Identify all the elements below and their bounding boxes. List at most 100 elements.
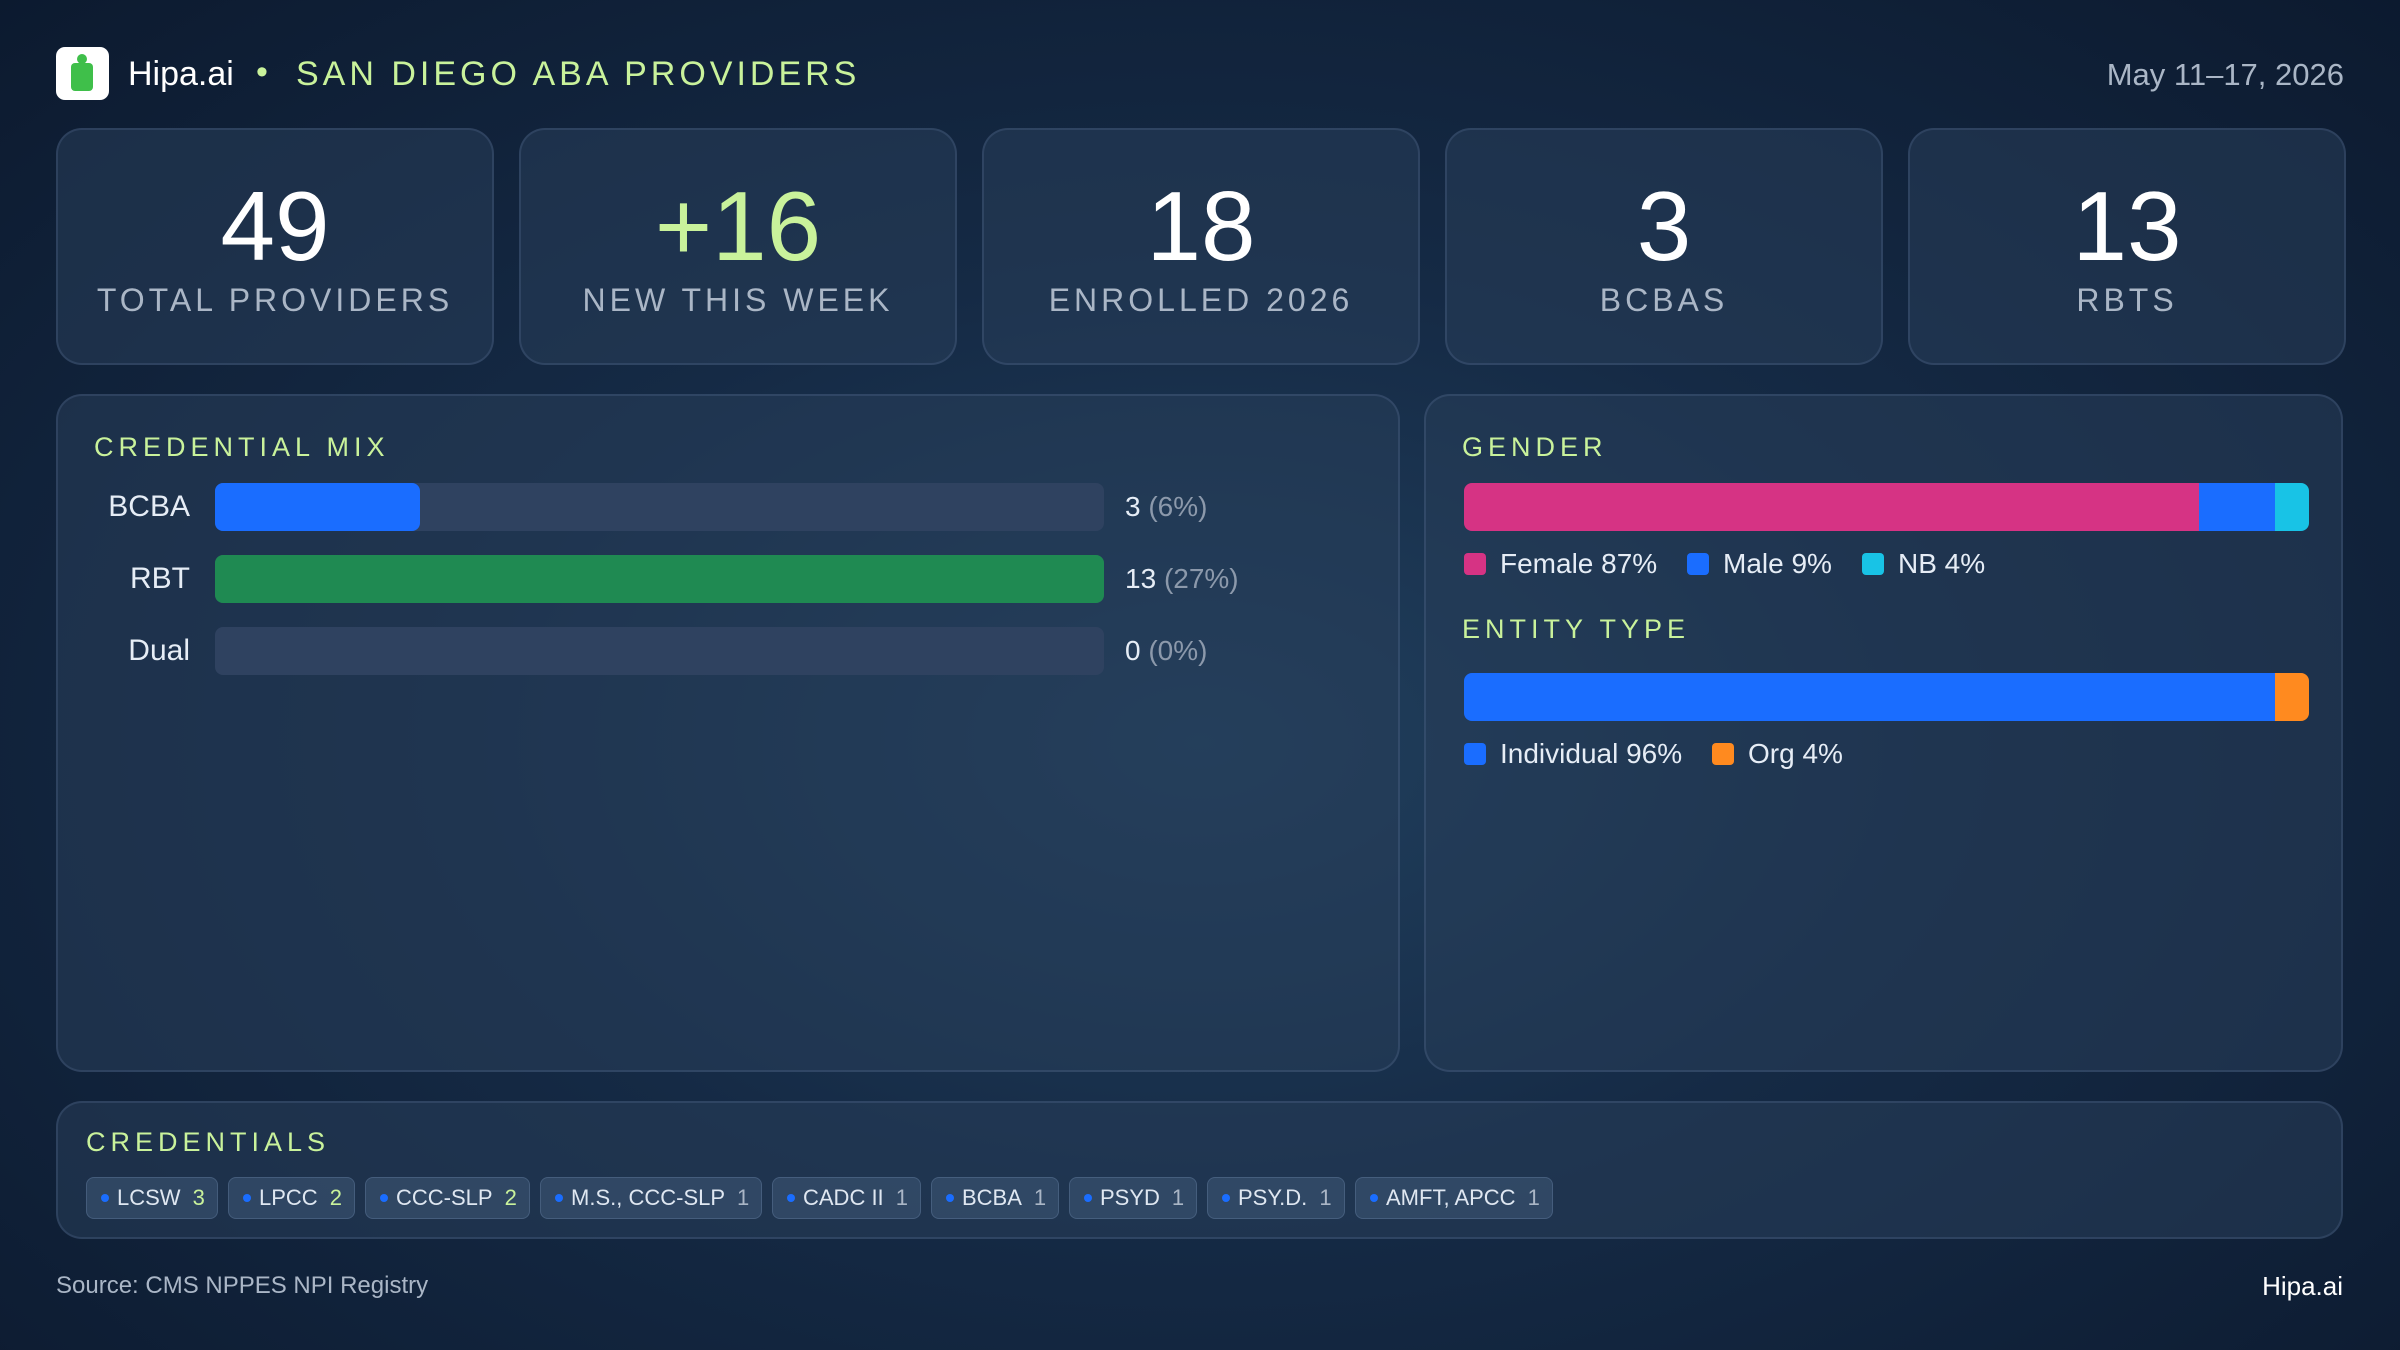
legend-item: Org 4% bbox=[1712, 738, 1843, 770]
chip-name: LPCC bbox=[259, 1185, 318, 1210]
kpi-value: +16 bbox=[654, 171, 822, 281]
chip-name: PSYD bbox=[1100, 1185, 1160, 1210]
credential-chip: PSYD 1 bbox=[1069, 1177, 1198, 1219]
kpi-label: TOTAL PROVIDERS bbox=[96, 282, 454, 318]
chip-count: 2 bbox=[504, 1185, 517, 1210]
demographics-panel: GENDER ENTITY TYPE Female 87% Male 9% NB 4… bbox=[1424, 394, 2343, 1072]
chip-name: CCC-SLP bbox=[396, 1185, 493, 1210]
chip-dot bbox=[1084, 1194, 1092, 1202]
kpi-label: RBTS bbox=[2076, 282, 2178, 318]
chip-name: CADC II bbox=[803, 1185, 884, 1210]
brand: Hipa.ai bbox=[128, 55, 234, 93]
bar-value-wrap: 13 (27%) bbox=[1125, 563, 1239, 595]
bar-label: RBT bbox=[130, 562, 190, 595]
legend-swatch bbox=[1687, 553, 1709, 575]
legend-label: NB 4% bbox=[1898, 548, 1986, 579]
credential-chip: CADC II 1 bbox=[772, 1177, 921, 1219]
chip-dot bbox=[555, 1194, 563, 1202]
credential-chip: PSY.D. 1 bbox=[1207, 1177, 1345, 1219]
chip-count: 3 bbox=[192, 1185, 205, 1210]
chip-dot bbox=[380, 1194, 388, 1202]
bar-value: 0 bbox=[1125, 635, 1141, 666]
bar-value-wrap: 3 (6%) bbox=[1125, 491, 1207, 523]
stacked-bar bbox=[1464, 483, 2309, 531]
credential-chip: AMFT, APCC 1 bbox=[1355, 1177, 1553, 1219]
chip-name: BCBA bbox=[962, 1185, 1022, 1210]
section-title: CREDENTIALS bbox=[86, 1127, 331, 1157]
kpi-label: BCBAS bbox=[1599, 282, 1729, 318]
section-title: CREDENTIAL MIX bbox=[94, 432, 390, 462]
credential-chip: M.S., CCC-SLP 1 bbox=[540, 1177, 763, 1219]
chip-count: 1 bbox=[1527, 1185, 1540, 1210]
chip-dot bbox=[946, 1194, 954, 1202]
bar-label: BCBA bbox=[108, 490, 190, 523]
legend-swatch bbox=[1464, 553, 1486, 575]
chip-dot bbox=[1222, 1194, 1230, 1202]
chip-dot bbox=[787, 1194, 795, 1202]
chip-dot bbox=[1370, 1194, 1378, 1202]
kpi-label: NEW THIS WEEK bbox=[582, 282, 894, 318]
kpi-card: +16 NEW THIS WEEK bbox=[519, 128, 957, 365]
credentials-panel: CREDENTIALS LCSW 3 LPCC 2 CCC-SLP 2 M.S., CCC-… bbox=[56, 1101, 2343, 1239]
bar-share: (27%) bbox=[1163, 563, 1239, 594]
kpi-card: 18 ENROLLED 2026 bbox=[982, 128, 1420, 365]
bar-label: Dual bbox=[128, 634, 190, 667]
chip-count: 1 bbox=[895, 1185, 908, 1210]
credential-chip: BCBA 1 bbox=[931, 1177, 1060, 1219]
kpi-value: 18 bbox=[1146, 171, 1256, 281]
bar-value: 13 bbox=[1125, 563, 1157, 594]
bar-value: 3 bbox=[1125, 491, 1141, 522]
bar-segment bbox=[1464, 483, 2200, 531]
credential-chip: LPCC 2 bbox=[228, 1177, 355, 1219]
kpi-value: 13 bbox=[2072, 171, 2182, 281]
bar bbox=[215, 483, 421, 531]
separator: • bbox=[256, 53, 268, 91]
chip-name: PSY.D. bbox=[1238, 1185, 1308, 1210]
legend-item: Individual 96% bbox=[1464, 738, 1682, 770]
chip-count: 1 bbox=[1033, 1185, 1047, 1210]
bar-segment bbox=[2275, 673, 2309, 721]
section-title: ENTITY TYPE bbox=[1462, 614, 1691, 644]
legend-item: Female 87% bbox=[1464, 548, 1657, 580]
kpi-card: 3 BCBAS bbox=[1445, 128, 1883, 365]
date-range: May 11–17, 2026 bbox=[2106, 57, 2344, 92]
chip-dot bbox=[243, 1194, 251, 1202]
kpi-label: ENROLLED 2026 bbox=[1048, 282, 1354, 318]
kpi-value: 49 bbox=[220, 171, 330, 281]
legend-label: Female 87% bbox=[1500, 548, 1658, 579]
logo bbox=[56, 47, 109, 100]
bar bbox=[215, 555, 1104, 603]
kpi-card: 49 TOTAL PROVIDERS bbox=[56, 128, 494, 365]
chip-name: LCSW bbox=[117, 1185, 181, 1210]
bar-segment bbox=[1464, 673, 2276, 721]
kpi-card: 13 RBTS bbox=[1908, 128, 2346, 365]
bar-share: (6%) bbox=[1148, 491, 1208, 522]
legend-swatch bbox=[1464, 743, 1486, 765]
legend-item: Male 9% bbox=[1687, 548, 1832, 580]
credential-chip: LCSW 3 bbox=[86, 1177, 218, 1219]
legend-label: Male 9% bbox=[1723, 548, 1832, 579]
chip-count: 2 bbox=[329, 1185, 342, 1210]
credential-mix-panel: CREDENTIAL MIX BCBA 3 (6%) RBT 13 (27%) Dual… bbox=[56, 394, 1400, 1072]
legend-label: Individual 96% bbox=[1500, 738, 1683, 769]
legend-label: Org 4% bbox=[1748, 738, 1843, 769]
page-title: SAN DIEGO ABA PROVIDERS bbox=[296, 55, 861, 93]
bar-value-wrap: 0 (0%) bbox=[1125, 635, 1207, 667]
stacked-bar bbox=[1464, 673, 2309, 721]
credential-chip: CCC-SLP 2 bbox=[365, 1177, 530, 1219]
chip-count: 1 bbox=[1319, 1185, 1332, 1210]
kpi-value: 3 bbox=[1636, 171, 1692, 281]
bar-segment bbox=[2199, 483, 2276, 531]
legend-item: NB 4% bbox=[1862, 548, 1985, 580]
chip-name: AMFT, APCC bbox=[1386, 1185, 1516, 1210]
chip-name: M.S., CCC-SLP bbox=[571, 1185, 726, 1210]
footer-brand: Hipa.ai bbox=[2262, 1271, 2343, 1301]
bar-track bbox=[215, 627, 1104, 675]
section-title: GENDER bbox=[1462, 432, 1608, 462]
bar-segment bbox=[2275, 483, 2309, 531]
source: Source: CMS NPPES NPI Registry bbox=[56, 1272, 429, 1299]
legend-swatch bbox=[1712, 743, 1734, 765]
chip-dot bbox=[101, 1194, 109, 1202]
legend-swatch bbox=[1862, 553, 1884, 575]
